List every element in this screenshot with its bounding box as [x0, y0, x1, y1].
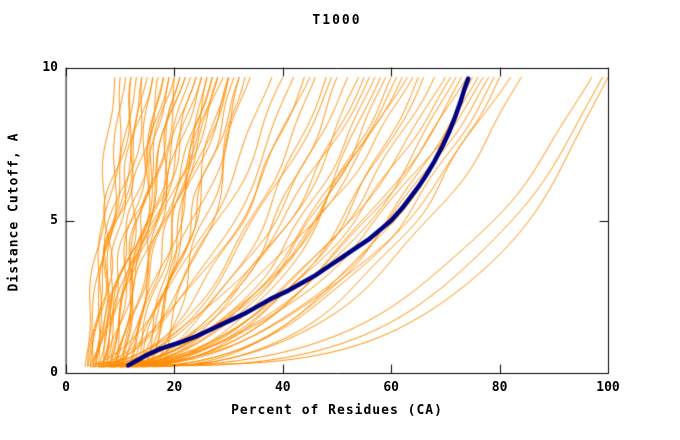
y-tick-label: 5 — [50, 212, 58, 228]
x-tick-label: 20 — [166, 380, 183, 395]
x-axis-label: Percent of Residues (CA) — [231, 403, 443, 418]
x-tick-label: 80 — [491, 380, 508, 395]
x-tick-label: 60 — [383, 380, 400, 395]
chart-title: T1000 — [312, 13, 362, 28]
y-axis-label: Distance Cutoff, A — [6, 132, 22, 292]
y-tick-label: 0 — [50, 365, 58, 380]
x-tick-label: 0 — [62, 380, 70, 395]
x-tick-label: 40 — [274, 380, 291, 395]
y-tick-label: 10 — [42, 60, 58, 75]
x-tick-label: 100 — [596, 380, 620, 395]
